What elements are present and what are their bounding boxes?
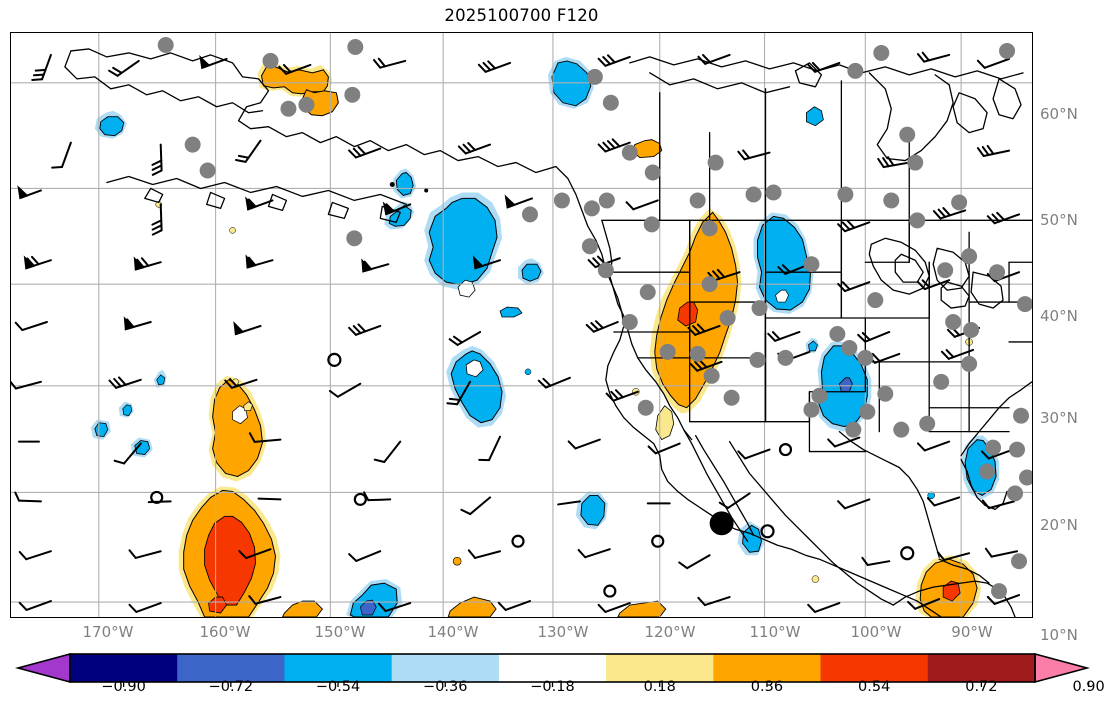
map-gridlines [11, 33, 1032, 617]
colorbar-label-6: 0.36 [750, 679, 784, 695]
colorbar-label-9: 0.90 [1072, 679, 1105, 695]
colorbar-segment-5 [606, 654, 714, 682]
lon-tick-7: 100°W [850, 623, 902, 641]
lon-tick-6: 110°W [749, 623, 801, 641]
lat-tick-0: 60°N [1040, 105, 1078, 123]
colorbar-segment-3 [391, 654, 500, 682]
colorbar[interactable]: −0.90 −0.72 −0.54 −0.36 −0.18 0.18 0.36 0.54 0.7… [0, 648, 1105, 712]
station-markers [157, 36, 1032, 600]
colorbar-segment-0 [70, 654, 178, 682]
map-axes[interactable] [10, 32, 1033, 618]
colorbar-segment-7 [820, 654, 929, 682]
wind-barbs [11, 51, 1021, 613]
lon-tick-3: 140°W [427, 623, 479, 641]
colorbar-segment-2 [284, 654, 393, 682]
lon-tick-8: 90°W [951, 623, 993, 641]
colorbar-label-1: −0.72 [208, 679, 254, 695]
colorbar-label-2: −0.54 [315, 679, 361, 695]
lat-tick-1: 50°N [1040, 211, 1078, 229]
colorbar-label-7: 0.54 [858, 679, 891, 695]
colorbar-segment-4 [498, 654, 607, 682]
colorbar-label-5: 0.18 [643, 679, 676, 695]
colorbar-label-3: −0.36 [423, 679, 468, 695]
colorbar-swatches [14, 652, 1091, 687]
lat-tick-2: 40°N [1040, 307, 1078, 325]
lon-tick-2: 150°W [314, 623, 366, 641]
colorbar-label-4: −0.18 [530, 679, 575, 695]
colorbar-segment-8 [927, 654, 1036, 682]
map-canvas [11, 33, 1032, 617]
page-title: 2025100700 F120 [444, 6, 599, 25]
lat-tick-3: 30°N [1040, 409, 1078, 427]
lon-tick-4: 130°W [537, 623, 589, 641]
lon-tick-0: 170°W [82, 623, 134, 641]
colorbar-label-8: 0.72 [965, 679, 998, 695]
colorbar-label-0: −0.90 [101, 679, 146, 695]
lat-tick-4: 20°N [1040, 516, 1078, 534]
colorbar-over-arrow [1034, 652, 1091, 684]
colorbar-under-arrow [14, 652, 71, 684]
lon-tick-1: 160°W [199, 623, 251, 641]
lat-tick-5: 10°N [1040, 626, 1078, 644]
colorbar-segment-1 [177, 654, 285, 682]
calm-station-marker [709, 511, 734, 536]
lon-tick-5: 120°W [644, 623, 696, 641]
colorbar-segment-6 [713, 654, 821, 682]
